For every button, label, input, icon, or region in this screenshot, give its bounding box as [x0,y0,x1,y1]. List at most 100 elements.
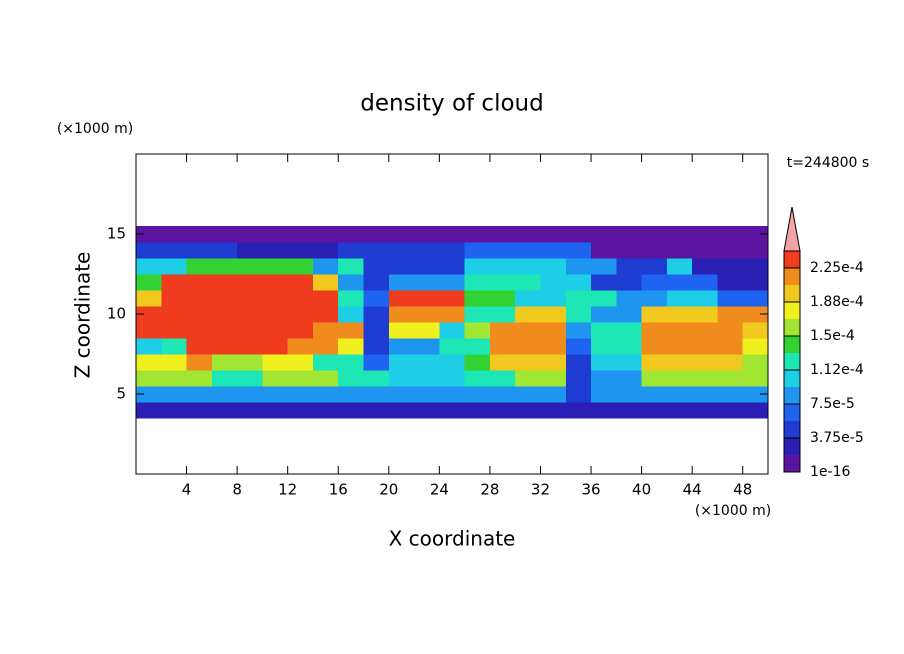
contour-cell [414,258,440,275]
contour-cell [186,290,213,307]
contour-cell [237,402,263,419]
contour-cell [565,370,592,387]
contour-cell [186,354,213,371]
contour-cell [540,338,567,355]
contour-cell [136,258,162,275]
contour-cell [540,386,567,403]
contour-cell [388,242,415,259]
contour-cell [489,338,516,355]
contour-cell [540,306,567,323]
contour-cell [616,242,643,259]
contour-cell [363,226,390,243]
contour-cell [287,402,314,419]
contour-cell [666,338,693,355]
colorbar-band [784,370,800,387]
contour-cell [439,242,466,259]
contour-cell [717,322,744,339]
contour-cell [439,370,466,387]
contour-cell [515,306,541,323]
contour-cell [287,290,314,307]
contour-cell [540,226,567,243]
contour-cell [363,386,390,403]
contour-cell [591,306,617,323]
contour-cell [464,306,491,323]
contour-cell [692,258,718,275]
contour-cell [540,402,567,419]
contour-cell [692,274,718,291]
x-tick-label: 24 [430,481,449,499]
contour-cell [591,402,617,419]
contour-cell [363,338,390,355]
contour-cell [312,322,339,339]
contour-cell [388,226,415,243]
contour-cell [312,370,339,387]
colorbar-band [784,336,800,353]
contour-cell [565,226,592,243]
contour-cell [136,386,162,403]
contour-cell [161,274,188,291]
contour-cell [262,306,289,323]
contour-cell [489,242,516,259]
contour-cell [515,258,541,275]
contour-cell [489,290,516,307]
contour-cell [186,242,213,259]
contour-cell [742,402,769,419]
contour-cell [388,338,415,355]
contour-cell [616,370,643,387]
x-tick-label: 12 [278,481,297,499]
contour-cell [363,306,390,323]
contour-cell [287,322,314,339]
contour-cell [237,290,263,307]
contour-cell [287,354,314,371]
contour-cell [641,370,668,387]
contour-cell [464,338,491,355]
contour-cell [692,370,718,387]
x-tick-label: 16 [329,481,348,499]
contour-cell [414,386,440,403]
contour-cell [515,386,541,403]
contour-cell [388,306,415,323]
contour-cell [363,370,390,387]
colorbar-band [784,302,800,319]
contour-cell [439,306,466,323]
contour-cell [237,306,263,323]
contour-cell [414,306,440,323]
x-tick-label: 32 [531,481,550,499]
colorbar-tick-label: 1e-16 [810,464,850,480]
contour-cell [161,226,188,243]
contour-cell [287,274,314,291]
contour-cell [591,354,617,371]
contour-cell [591,386,617,403]
contour-cell [312,258,339,275]
contour-cell [439,402,466,419]
contour-cell [262,370,289,387]
contour-cell [262,354,289,371]
x-tick-label: 44 [683,481,702,499]
contour-cell [211,258,238,275]
contour-cell [692,242,718,259]
contour-cell [388,386,415,403]
contour-cell [717,370,744,387]
contour-cell [641,354,668,371]
contour-cell [565,242,592,259]
x-tick-label: 20 [379,481,398,499]
contour-cell [666,402,693,419]
colorbar-band [784,285,800,302]
contour-cell [666,370,693,387]
contour-cell [540,242,567,259]
contour-cell [616,274,643,291]
contour-cell [540,274,567,291]
contour-cell [692,338,718,355]
contour-cell [515,338,541,355]
contour-cell [186,226,213,243]
time-label: t=244800 s [787,155,869,171]
contour-cell [565,290,592,307]
contour-cell [237,386,263,403]
contour-cell [439,258,466,275]
contour-cell [591,274,617,291]
contour-cell [692,386,718,403]
contour-cell [136,306,162,323]
contour-cell [565,402,592,419]
contour-cell [717,290,744,307]
contour-cell [692,354,718,371]
